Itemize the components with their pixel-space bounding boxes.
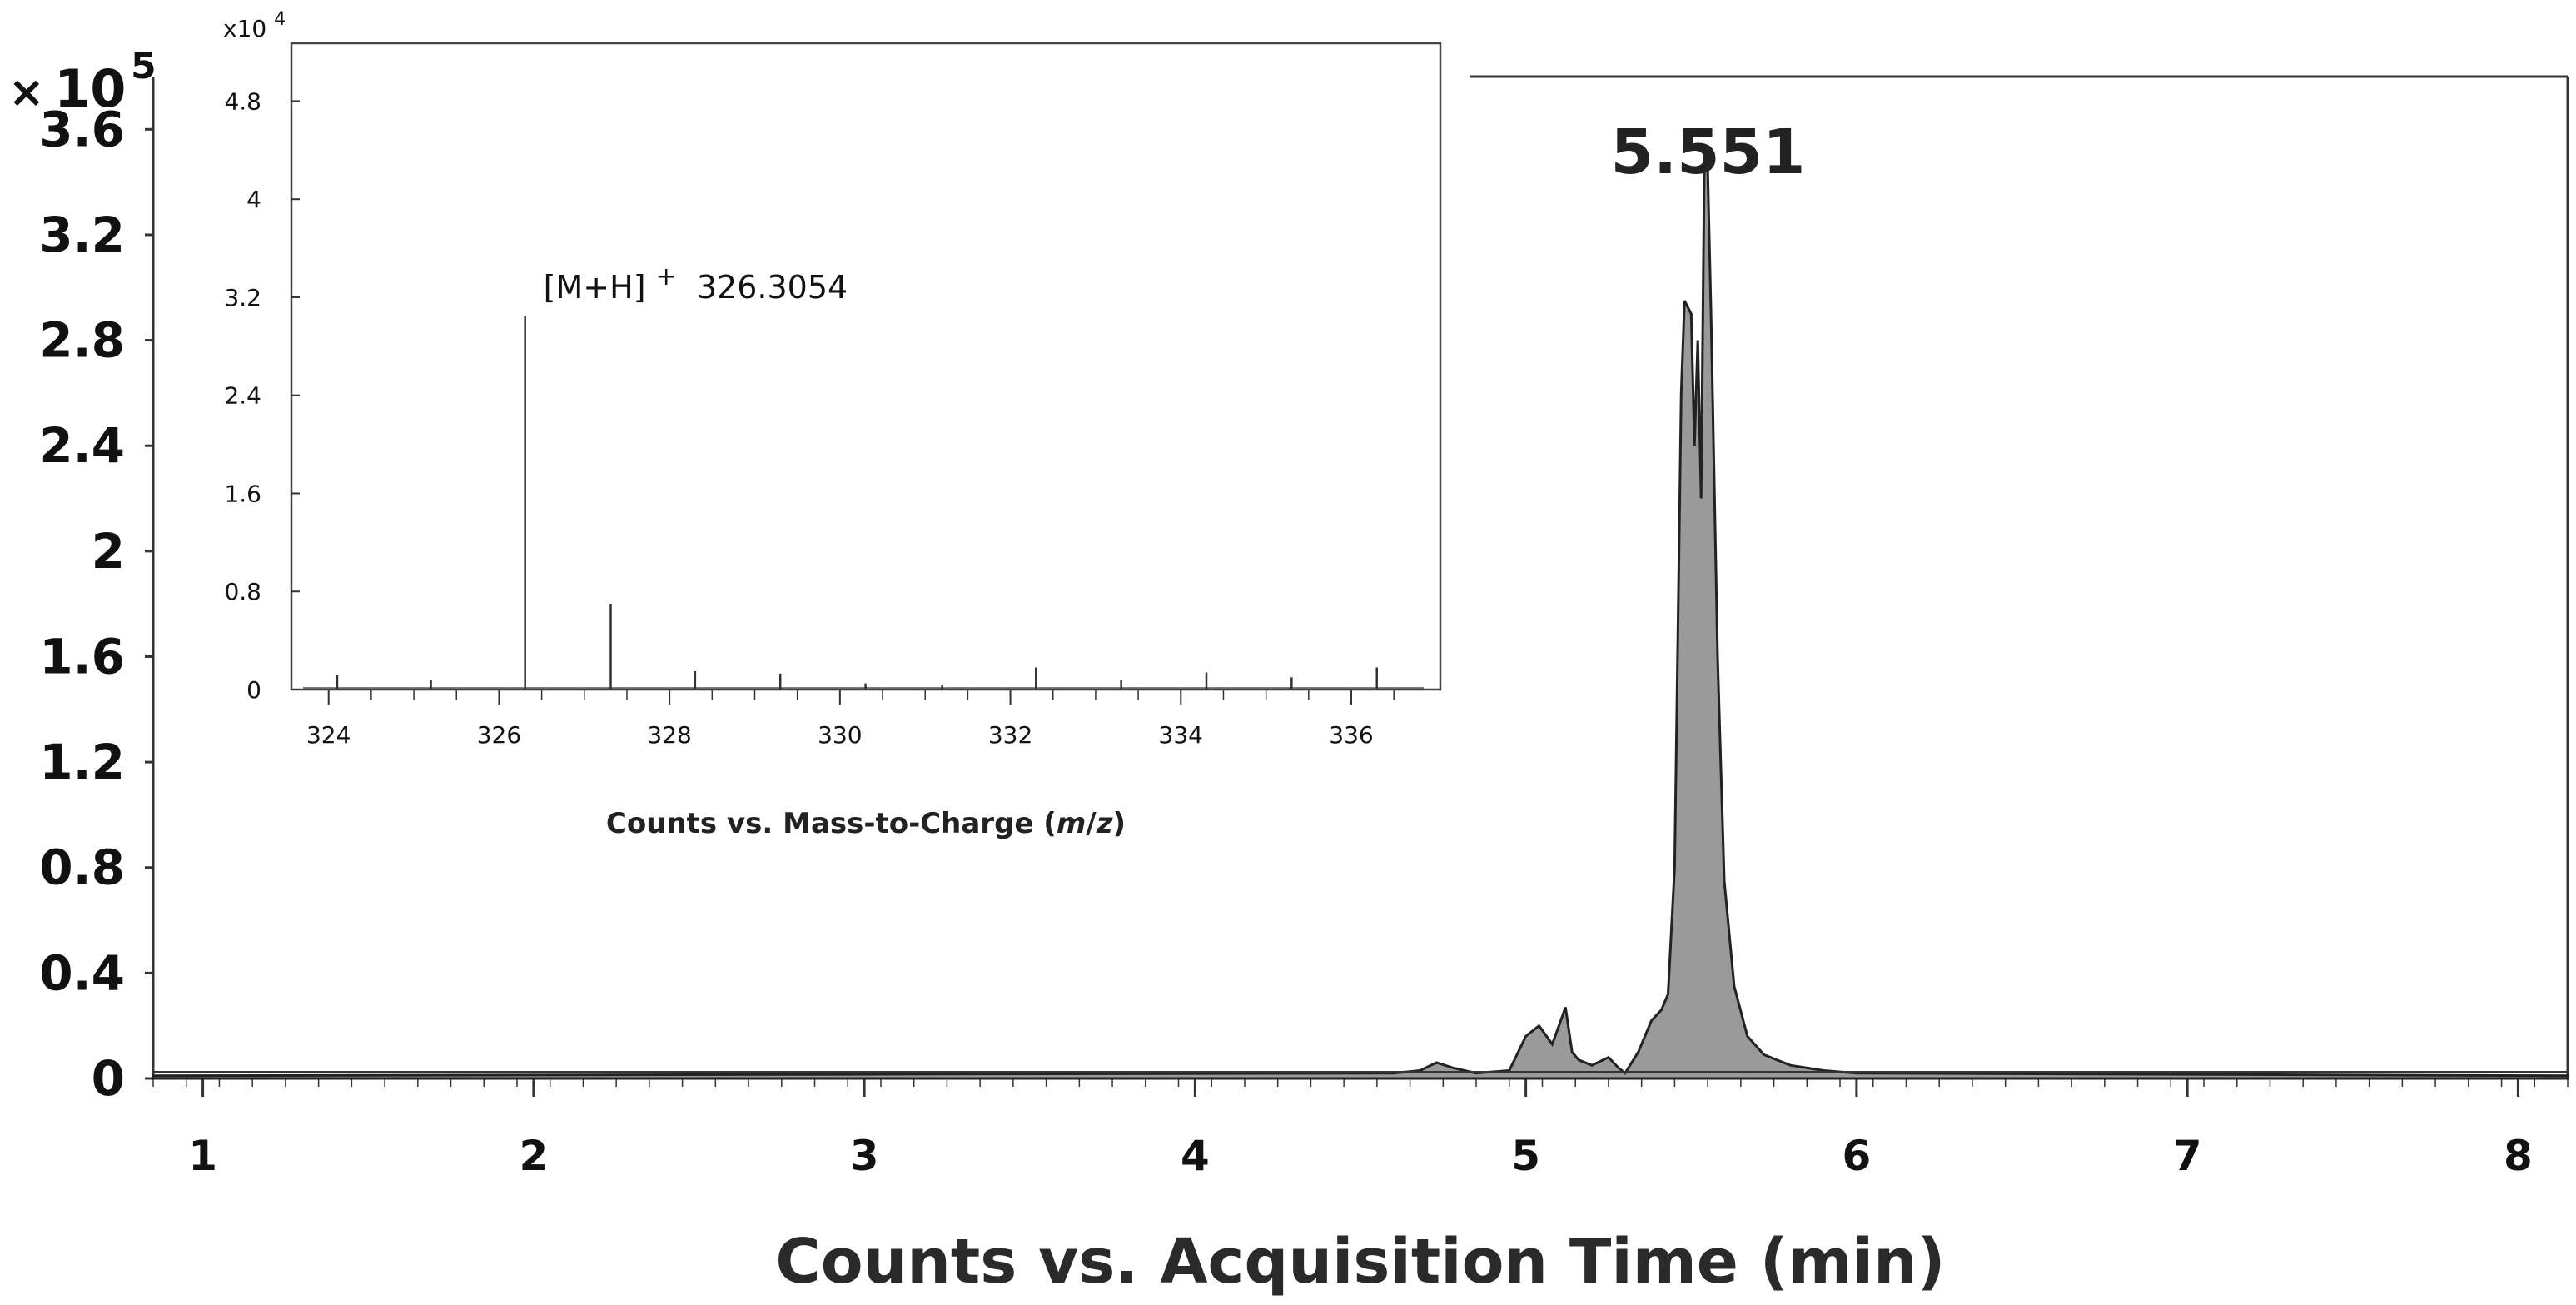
inset-x-tick-label: 332 xyxy=(988,721,1032,749)
peak-label: 5.551 xyxy=(1610,117,1805,188)
main-x-tick-label: 2 xyxy=(519,1132,548,1180)
inset-x-tick-label: 334 xyxy=(1159,721,1203,749)
inset-xlabel-slash: / xyxy=(1086,807,1097,840)
main-y-tick-label: 0 xyxy=(92,1050,125,1107)
inset-y-tick-label: 1.6 xyxy=(224,480,261,507)
inset-x-ticks: 324 326 328 330 332 334 336 xyxy=(306,690,1395,749)
inset-x-tick-label: 328 xyxy=(647,721,691,749)
main-y-tick-label: 0.4 xyxy=(39,944,125,1001)
inset-y-multiplier-base: x10 xyxy=(223,15,266,42)
inset-peak-annotation: [M+H] + 326.3054 xyxy=(544,256,848,306)
inset-x-tick-label: 326 xyxy=(477,721,521,749)
inset-annotation-superscript: + xyxy=(656,262,677,291)
inset-y-multiplier-exponent: 4 xyxy=(274,9,286,30)
main-x-tick-label: 5 xyxy=(1511,1132,1540,1180)
main-x-tick-label: 4 xyxy=(1181,1132,1210,1180)
inset-xlabel-text: Counts vs. Mass-to-Charge ( xyxy=(606,807,1057,840)
inset-y-tick-label: 4 xyxy=(246,186,261,213)
main-y-tick-label: 2 xyxy=(92,523,125,580)
main-x-tick-label: 1 xyxy=(188,1132,217,1180)
inset-x-axis-label: Counts vs. Mass-to-Charge (m/z) xyxy=(606,807,1126,840)
inset-xlabel-z: z xyxy=(1096,807,1113,840)
inset-y-tick-label: 0 xyxy=(246,676,261,704)
main-y-tick-label: 0.8 xyxy=(39,839,125,896)
main-x-tick-label: 3 xyxy=(850,1132,879,1180)
inset-frame xyxy=(290,42,1442,691)
inset-xlabel-close: ) xyxy=(1113,807,1126,840)
inset-y-tick-label: 0.8 xyxy=(224,578,261,605)
main-chart: 0 0.4 0.8 1.2 1.6 2 2.4 2.8 3.2 3.6 1 2 3 4 5 6 7 8 5.55… xyxy=(8,45,2569,1298)
main-y-tick-label: 3.6 xyxy=(39,101,125,157)
inset-annotation-label: [M+H] xyxy=(544,269,646,306)
main-y-multiplier-prefix: × xyxy=(8,67,45,117)
inset-y-multiplier: x10 4 xyxy=(223,9,286,42)
main-y-multiplier-exponent: 5 xyxy=(131,45,157,87)
main-y-tick-label: 1.2 xyxy=(39,734,125,790)
main-y-tick-label: 2.8 xyxy=(39,312,125,369)
main-y-tick-label: 2.4 xyxy=(39,417,125,474)
inset-x-tick-label: 324 xyxy=(306,721,351,749)
inset-x-tick-label: 330 xyxy=(818,721,862,749)
inset-x-tick-label: 336 xyxy=(1329,721,1373,749)
main-y-tick-label: 3.2 xyxy=(39,207,125,263)
main-series-area xyxy=(152,155,2569,1080)
main-y-ticks: 0 0.4 0.8 1.2 1.6 2 2.4 2.8 3.2 3.6 xyxy=(39,101,153,1107)
main-x-ticks: 1 2 3 4 5 6 7 8 xyxy=(152,1078,2569,1180)
main-y-multiplier-base: 10 xyxy=(54,58,126,119)
inset-y-tick-label: 4.8 xyxy=(224,87,261,115)
main-x-tick-label: 8 xyxy=(2504,1132,2533,1180)
inset-peaks xyxy=(303,316,1424,690)
inset-y-tick-label: 2.4 xyxy=(224,382,261,410)
main-y-multiplier: × 10 5 xyxy=(8,45,157,119)
main-x-tick-label: 7 xyxy=(2173,1132,2202,1180)
inset-y-tick-label: 3.2 xyxy=(224,284,261,311)
inset-annotation-value: 326.3054 xyxy=(697,269,848,306)
main-y-tick-label: 1.6 xyxy=(39,628,125,685)
main-x-axis-label: Counts vs. Acquisition Time (min) xyxy=(775,1226,1945,1298)
inset-xlabel-m: m xyxy=(1057,807,1086,840)
main-x-tick-label: 6 xyxy=(1842,1132,1871,1180)
inset-y-ticks: 0 0.8 1.6 2.4 3.2 4 4.8 xyxy=(224,87,300,704)
inset-chart: 00.81.62.43.244.8 324 326 328 330 332 334 336 … xyxy=(223,9,1442,840)
